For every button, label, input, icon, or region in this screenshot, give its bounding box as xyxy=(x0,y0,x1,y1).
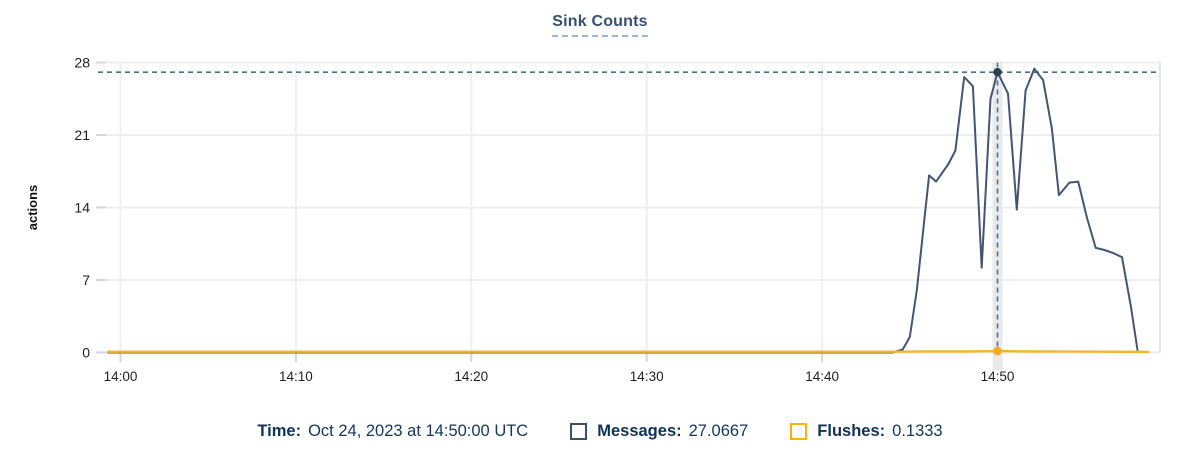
messages-swatch-icon xyxy=(570,423,588,440)
tooltip-time-label: Time: xyxy=(257,422,302,440)
legend-item-messages[interactable]: Messages: 27.0667 xyxy=(570,422,748,441)
y-tick-label: 21 xyxy=(74,127,90,143)
chart-plot-area[interactable]: 0 7 14 21 28 14:00 14:10 14:20 14:30 14:40 14:50 ac… xyxy=(0,42,1200,442)
messages-label: Messages: xyxy=(597,422,682,440)
messages-marker-dot xyxy=(993,67,1002,77)
flushes-swatch-icon xyxy=(790,423,808,440)
tooltip-time-value: Oct 24, 2023 at 14:50:00 UTC xyxy=(308,422,529,440)
x-tick-label: 14:30 xyxy=(630,369,664,384)
messages-line[interactable] xyxy=(107,67,1150,354)
flushes-value: 0.1333 xyxy=(892,422,943,440)
messages-value: 27.0667 xyxy=(688,422,749,440)
flushes-marker-dot xyxy=(993,346,1002,356)
tooltip-legend-row: Time: Oct 24, 2023 at 14:50:00 UTC Messa… xyxy=(0,422,1200,441)
y-tick-label: 7 xyxy=(82,272,90,288)
tooltip-time: Time: Oct 24, 2023 at 14:50:00 UTC xyxy=(257,422,528,441)
y-tick-label: 0 xyxy=(82,345,90,361)
x-tick-label: 14:20 xyxy=(454,369,488,384)
x-tick-label: 14:50 xyxy=(981,369,1015,384)
x-tick-label: 14:00 xyxy=(104,369,138,384)
y-tick-label: 14 xyxy=(74,200,90,216)
flushes-label: Flushes: xyxy=(817,422,886,440)
y-axis-title: actions xyxy=(25,185,40,231)
panel-title[interactable]: Sink Counts xyxy=(552,13,648,37)
x-tick-label: 14:40 xyxy=(805,369,839,384)
y-tick-label: 28 xyxy=(74,55,90,71)
panel-header: Sink Counts xyxy=(0,13,1200,37)
legend-item-flushes[interactable]: Flushes: 0.1333 xyxy=(790,422,943,441)
x-tick-label: 14:10 xyxy=(279,369,313,384)
flushes-line[interactable] xyxy=(106,349,1150,354)
